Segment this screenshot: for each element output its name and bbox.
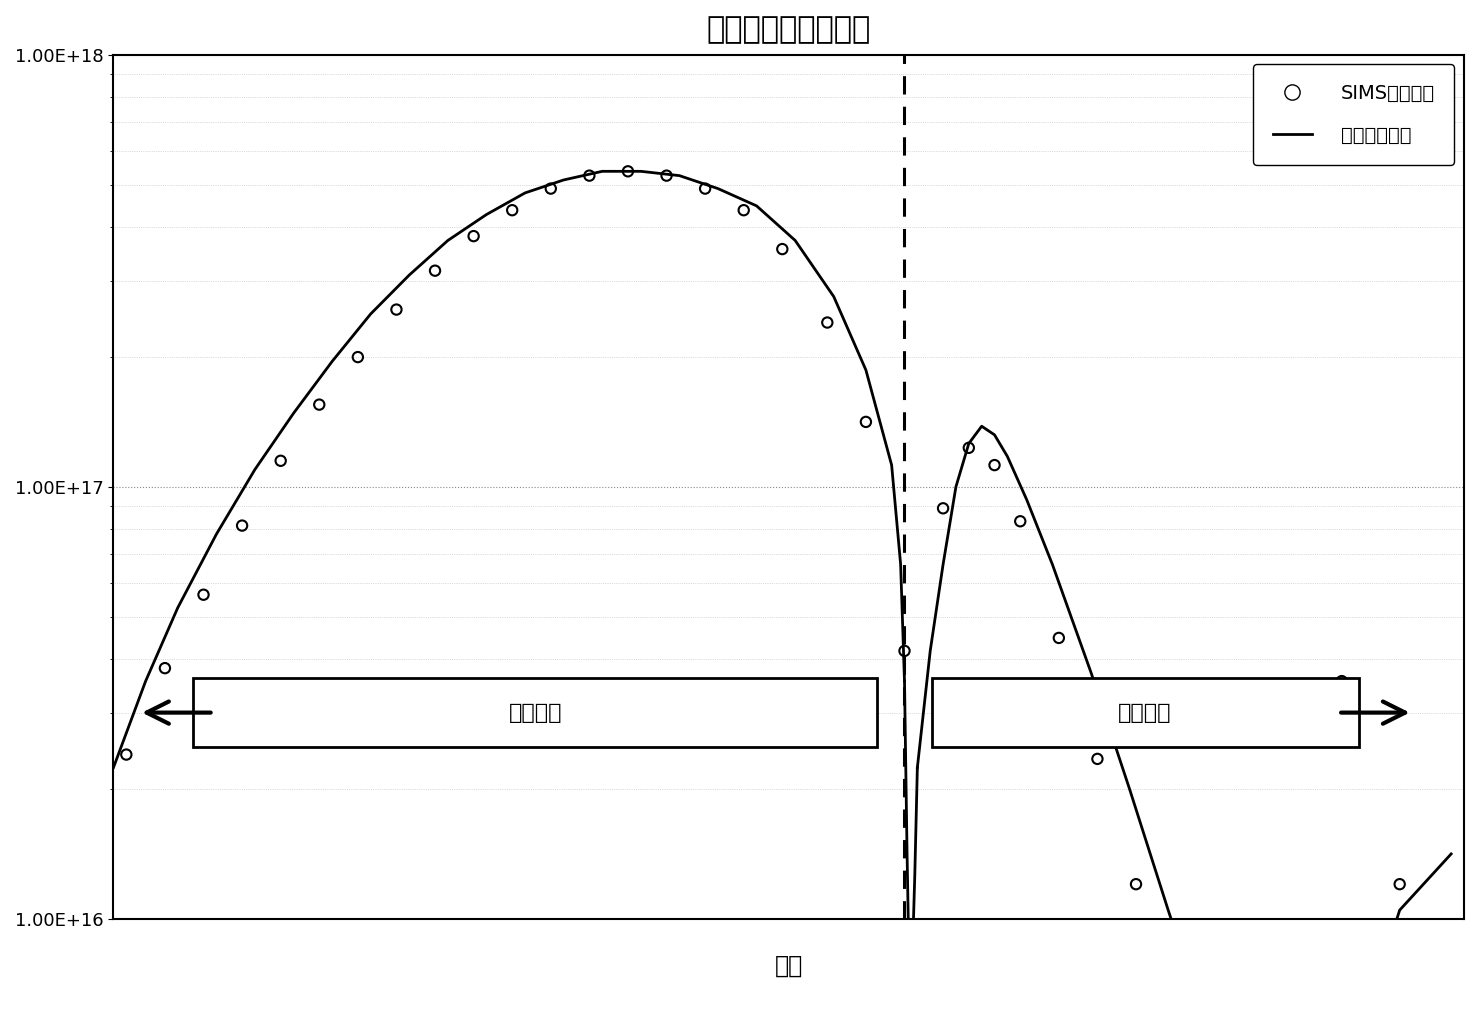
- SIMS实测数据: [1170, 1006, 1194, 1009]
- SIMS实测数据: [461, 228, 485, 244]
- SIMS实测数据: [500, 202, 524, 218]
- SIMS实测数据: [1124, 876, 1148, 892]
- 工艺模拟数据: [985, 429, 1003, 441]
- SIMS实测数据: [577, 167, 600, 184]
- 工艺模拟数据: [1044, 558, 1062, 570]
- 工艺模拟数据: [1390, 904, 1408, 916]
- 工艺模拟数据: [935, 558, 952, 570]
- Line: 工艺模拟数据: 工艺模拟数据: [917, 426, 1451, 1009]
- SIMS实测数据: [385, 302, 408, 318]
- SIMS实测数据: [114, 747, 138, 763]
- Text: 埋氧层区: 埋氧层区: [1118, 702, 1171, 722]
- SIMS实测数据: [617, 163, 640, 180]
- 工艺模拟数据: [1018, 493, 1035, 506]
- SIMS实测数据: [231, 518, 254, 534]
- 工艺模拟数据: [998, 450, 1016, 462]
- Text: 顶层硅区: 顶层硅区: [509, 702, 562, 722]
- 工艺模拟数据: [1121, 783, 1139, 795]
- SIMS实测数据: [1086, 751, 1109, 767]
- SIMS实测数据: [423, 262, 447, 278]
- SIMS实测数据: [154, 660, 177, 676]
- 工艺模拟数据: [1083, 666, 1100, 678]
- Legend: SIMS实测数据, 工艺模拟数据: SIMS实测数据, 工艺模拟数据: [1253, 65, 1454, 164]
- SIMS实测数据: [771, 241, 794, 257]
- SIMS实测数据: [957, 440, 981, 456]
- SIMS实测数据: [1047, 630, 1071, 646]
- 工艺模拟数据: [947, 480, 964, 492]
- 工艺模拟数据: [973, 420, 991, 432]
- SIMS实测数据: [1330, 673, 1353, 689]
- SIMS实测数据: [308, 397, 331, 413]
- SIMS实测数据: [815, 315, 839, 331]
- 工艺模拟数据: [1442, 848, 1460, 860]
- SIMS实测数据: [1387, 876, 1411, 892]
- SIMS实测数据: [269, 453, 293, 469]
- SIMS实测数据: [346, 349, 370, 365]
- SIMS实测数据: [732, 202, 756, 218]
- 工艺模拟数据: [1160, 904, 1177, 916]
- FancyBboxPatch shape: [194, 678, 877, 748]
- Title: 阱区硌杂质纵向分布: 阱区硌杂质纵向分布: [707, 15, 871, 44]
- SIMS实测数据: [853, 414, 877, 430]
- SIMS实测数据: [655, 167, 679, 184]
- SIMS实测数据: [192, 586, 216, 602]
- SIMS实测数据: [982, 457, 1006, 473]
- SIMS实测数据: [932, 500, 955, 517]
- 工艺模拟数据: [908, 762, 926, 774]
- 工艺模拟数据: [960, 438, 978, 450]
- Text: 深度: 深度: [775, 954, 803, 978]
- FancyBboxPatch shape: [932, 678, 1359, 748]
- SIMS实测数据: [694, 181, 717, 197]
- SIMS实测数据: [538, 181, 562, 197]
- SIMS实测数据: [1009, 514, 1032, 530]
- SIMS实测数据: [893, 643, 917, 659]
- 工艺模拟数据: [921, 645, 939, 657]
